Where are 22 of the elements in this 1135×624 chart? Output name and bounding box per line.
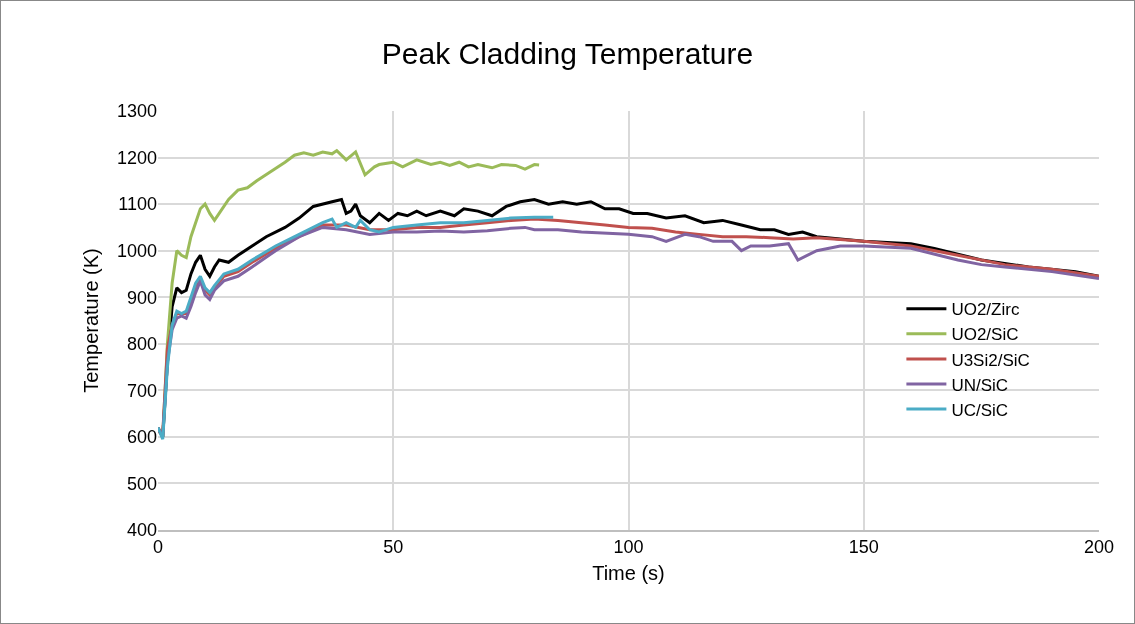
x-tick-label: 100 [613,537,644,558]
legend-label: UN/SiC [951,375,1009,395]
legend-label: UO2/Zirc [951,300,1020,320]
y-tick-label: 1200 [116,147,157,168]
y-axis-title: Temperature (K) [80,248,103,393]
line-series [158,215,555,441]
y-tick-label: 900 [126,287,157,308]
y-tick-label: 1100 [118,194,157,215]
y-tick-label: 1300 [116,101,157,122]
y-tick-label: 800 [126,334,157,355]
y-tick-label: 600 [126,427,157,448]
y-tick-label: 500 [126,473,157,494]
y-tick-label: 1000 [116,240,157,261]
legend-label: UO2/SiC [951,325,1019,345]
x-tick-label: 150 [848,537,879,558]
x-tick-label: 50 [383,537,404,558]
y-tick-label: 700 [126,380,157,401]
x-axis-title: Time (s) [592,562,665,585]
x-tick-label: 200 [1083,537,1115,558]
legend-label: U3Si2/SiC [951,350,1030,370]
legend-label: UC/SiC [951,400,1009,420]
chart-title: Peak Cladding Temperature [381,37,754,71]
